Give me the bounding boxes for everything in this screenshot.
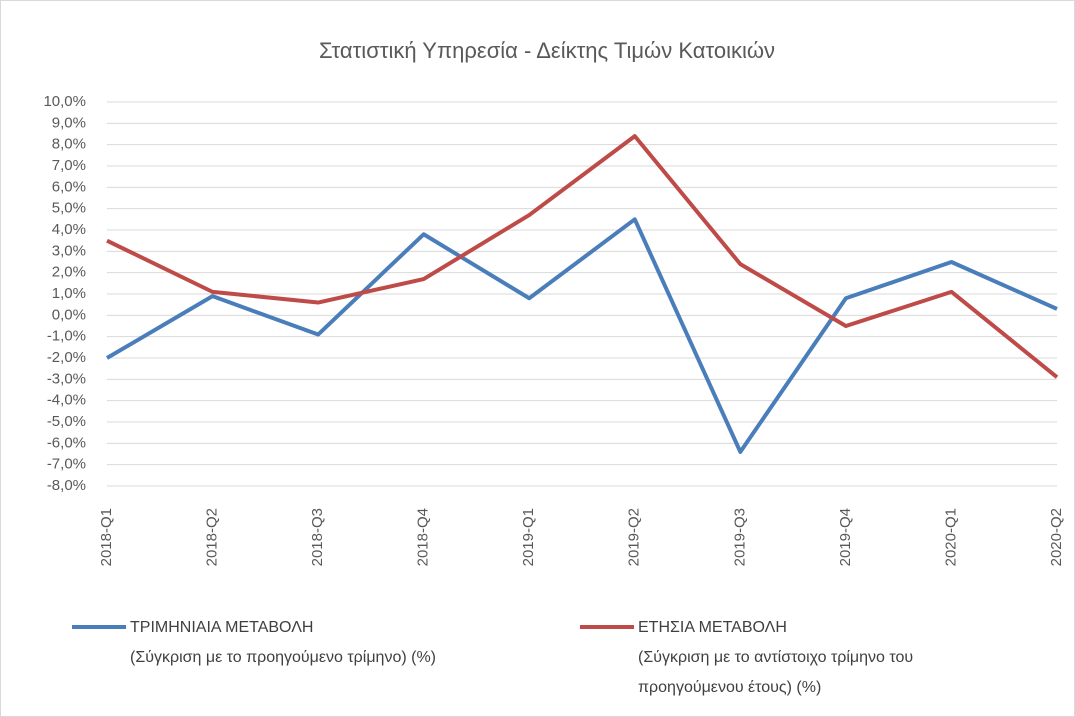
x-tick-label: 2019-Q1 [520, 508, 537, 566]
y-tick-label: 8,0% [52, 136, 86, 153]
x-tick-label: 2018-Q4 [415, 508, 432, 566]
y-tick-label: 2,0% [52, 264, 86, 281]
legend-label: ΤΡΙΜΗΝΙΑΙΑ ΜΕΤΑΒΟΛΗ [130, 619, 313, 636]
y-tick-label: 0,0% [52, 306, 86, 323]
y-tick-label: 1,0% [52, 285, 86, 302]
x-tick-label: 2020-Q2 [1048, 508, 1065, 566]
legend-description: (Σύγκριση με το αντίστοιχο τρίμηνο του [638, 649, 913, 666]
y-tick-label: -1,0% [47, 328, 86, 345]
y-tick-label: -4,0% [47, 392, 86, 409]
y-tick-label: -3,0% [47, 370, 86, 387]
series-line [106, 134, 1059, 379]
legend-description: προηγούμενου έτους) (%) [638, 679, 821, 696]
legend-description: (Σύγκριση με το προηγούμενο τρίμηνο) (%) [130, 649, 436, 666]
y-tick-label: -6,0% [47, 434, 86, 451]
y-tick-label: -5,0% [47, 413, 86, 430]
y-tick-label: 4,0% [52, 221, 86, 238]
x-tick-label: 2019-Q4 [837, 508, 854, 566]
y-tick-label: -7,0% [47, 456, 86, 473]
chart-title: Στατιστική Υπηρεσία - Δείκτης Τιμών Κατο… [319, 38, 775, 63]
x-tick-label: 2019-Q2 [626, 508, 643, 566]
y-tick-label: 9,0% [52, 114, 86, 131]
y-tick-label: 3,0% [52, 242, 86, 259]
x-tick-label: 2020-Q1 [942, 508, 959, 566]
legend-label: ΕΤΗΣΙΑ ΜΕΤΑΒΟΛΗ [638, 619, 787, 636]
y-tick-label: -2,0% [47, 349, 86, 366]
x-tick-label: 2018-Q3 [309, 508, 326, 566]
series-line [105, 217, 1058, 454]
y-tick-label: 6,0% [52, 178, 86, 195]
x-tick-label: 2019-Q3 [731, 508, 748, 566]
y-tick-label: 10,0% [43, 93, 86, 110]
y-tick-label: -8,0% [47, 477, 86, 494]
x-tick-label: 2018-Q1 [98, 508, 115, 566]
y-tick-label: 5,0% [52, 200, 86, 217]
y-tick-label: 7,0% [52, 157, 86, 174]
x-tick-label: 2018-Q2 [204, 508, 221, 566]
